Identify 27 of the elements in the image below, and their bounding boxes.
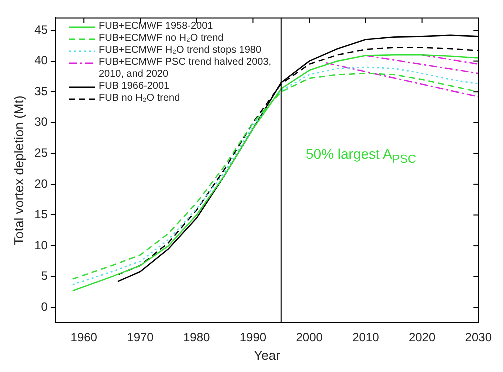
annotation: 50% largest A$_{PSC}$ (306, 146, 416, 166)
y-tick-label: 5 (41, 269, 48, 284)
legend-label: FUB 1966-2001 (99, 81, 170, 93)
x-tick-label: 1970 (127, 330, 154, 345)
legend-label: FUB+ECMWF PSC trend halved 2003, 2010, and 2020 (99, 57, 273, 81)
legend-label: FUB no H₂O trend (99, 93, 180, 105)
y-tick-label: 25 (34, 146, 48, 160)
y-tick-label: 0 (41, 300, 48, 314)
y-tick-label: 10 (34, 238, 48, 252)
y-axis-title: Total vortex depletion (Mt) (11, 96, 26, 246)
y-tick-label: 15 (34, 208, 48, 222)
x-tick-label: 2000 (296, 330, 324, 345)
x-axis-title: Year (254, 348, 282, 363)
x-tick-label: 2010 (352, 330, 380, 345)
x-tick-label: 1990 (240, 330, 267, 345)
x-tick-label: 1960 (70, 330, 98, 345)
y-tick-label: 45 (34, 22, 48, 37)
y-tick-label: 40 (34, 54, 48, 68)
y-tick-label: 35 (34, 84, 48, 98)
x-tick-label: 1980 (184, 330, 211, 345)
x-tick-label: 2020 (408, 330, 436, 345)
legend-label: FUB+ECMWF 1958-2001 (99, 21, 214, 33)
y-tick-label: 30 (34, 115, 48, 130)
legend-label: FUB+ECMWF no H₂O trend (99, 33, 224, 45)
x-tick-label: 2030 (465, 330, 492, 345)
y-tick-label: 20 (34, 176, 48, 191)
legend-label: FUB+ECMWF H₂O trend stops 1980 (99, 45, 262, 57)
